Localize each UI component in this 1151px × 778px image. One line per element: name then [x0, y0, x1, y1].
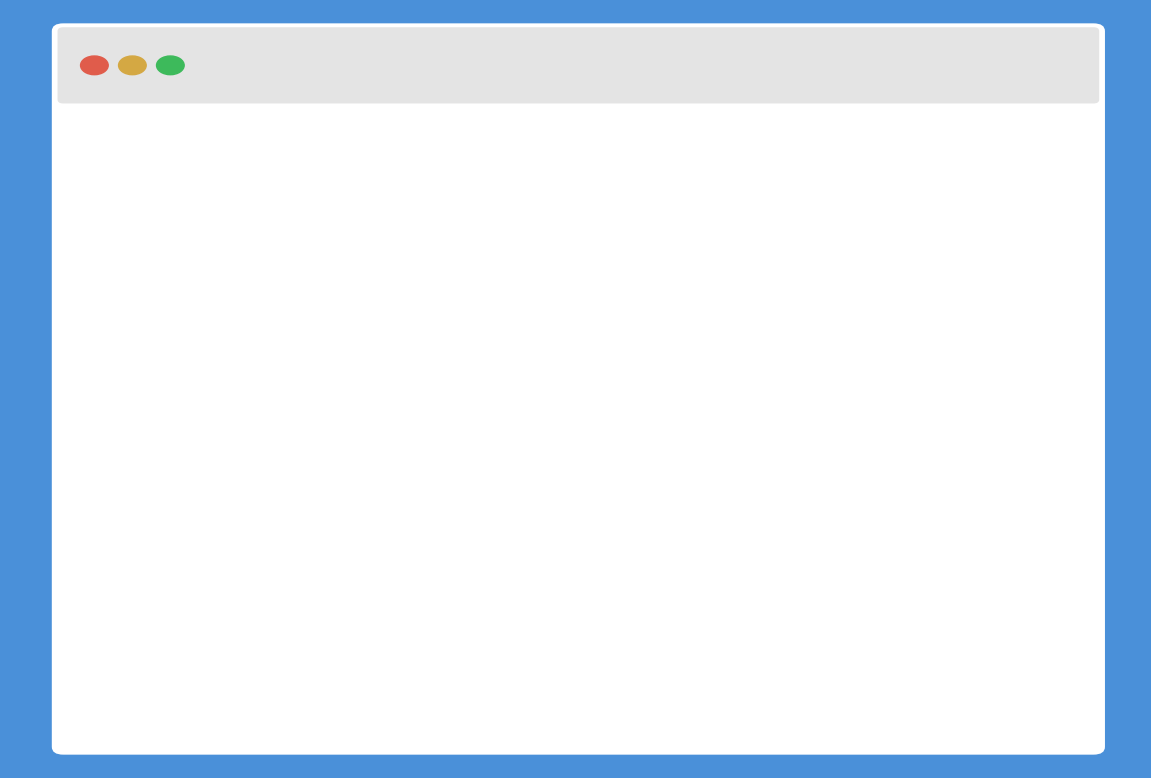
Text: 83%: 83%	[883, 520, 920, 535]
Bar	[201, 496, 1059, 559]
Bar	[201, 186, 920, 225]
Text: 88%: 88%	[924, 198, 961, 213]
Bar	[201, 366, 1059, 431]
Bar	[201, 251, 904, 289]
X-axis label: Share of respondents: Share of respondents	[548, 724, 712, 738]
Bar	[201, 302, 1059, 366]
Bar	[201, 380, 887, 418]
Text: 70%: 70%	[777, 649, 814, 664]
Bar	[201, 109, 1059, 173]
Bar	[201, 431, 1059, 496]
Bar	[201, 173, 1059, 238]
Bar	[201, 238, 1059, 302]
Bar	[201, 443, 887, 482]
Text: 89%: 89%	[932, 134, 969, 149]
Bar	[201, 315, 895, 354]
Text: 86%: 86%	[908, 262, 945, 278]
Text: 84%: 84%	[892, 456, 928, 471]
Text: 84%: 84%	[892, 391, 928, 406]
Bar	[201, 637, 773, 675]
Bar	[201, 508, 879, 547]
Bar	[201, 573, 822, 612]
Bar	[201, 624, 1059, 689]
Text: 85%: 85%	[900, 327, 936, 342]
Bar	[201, 559, 1059, 624]
Bar	[201, 122, 928, 160]
Text: 76%: 76%	[826, 584, 863, 599]
